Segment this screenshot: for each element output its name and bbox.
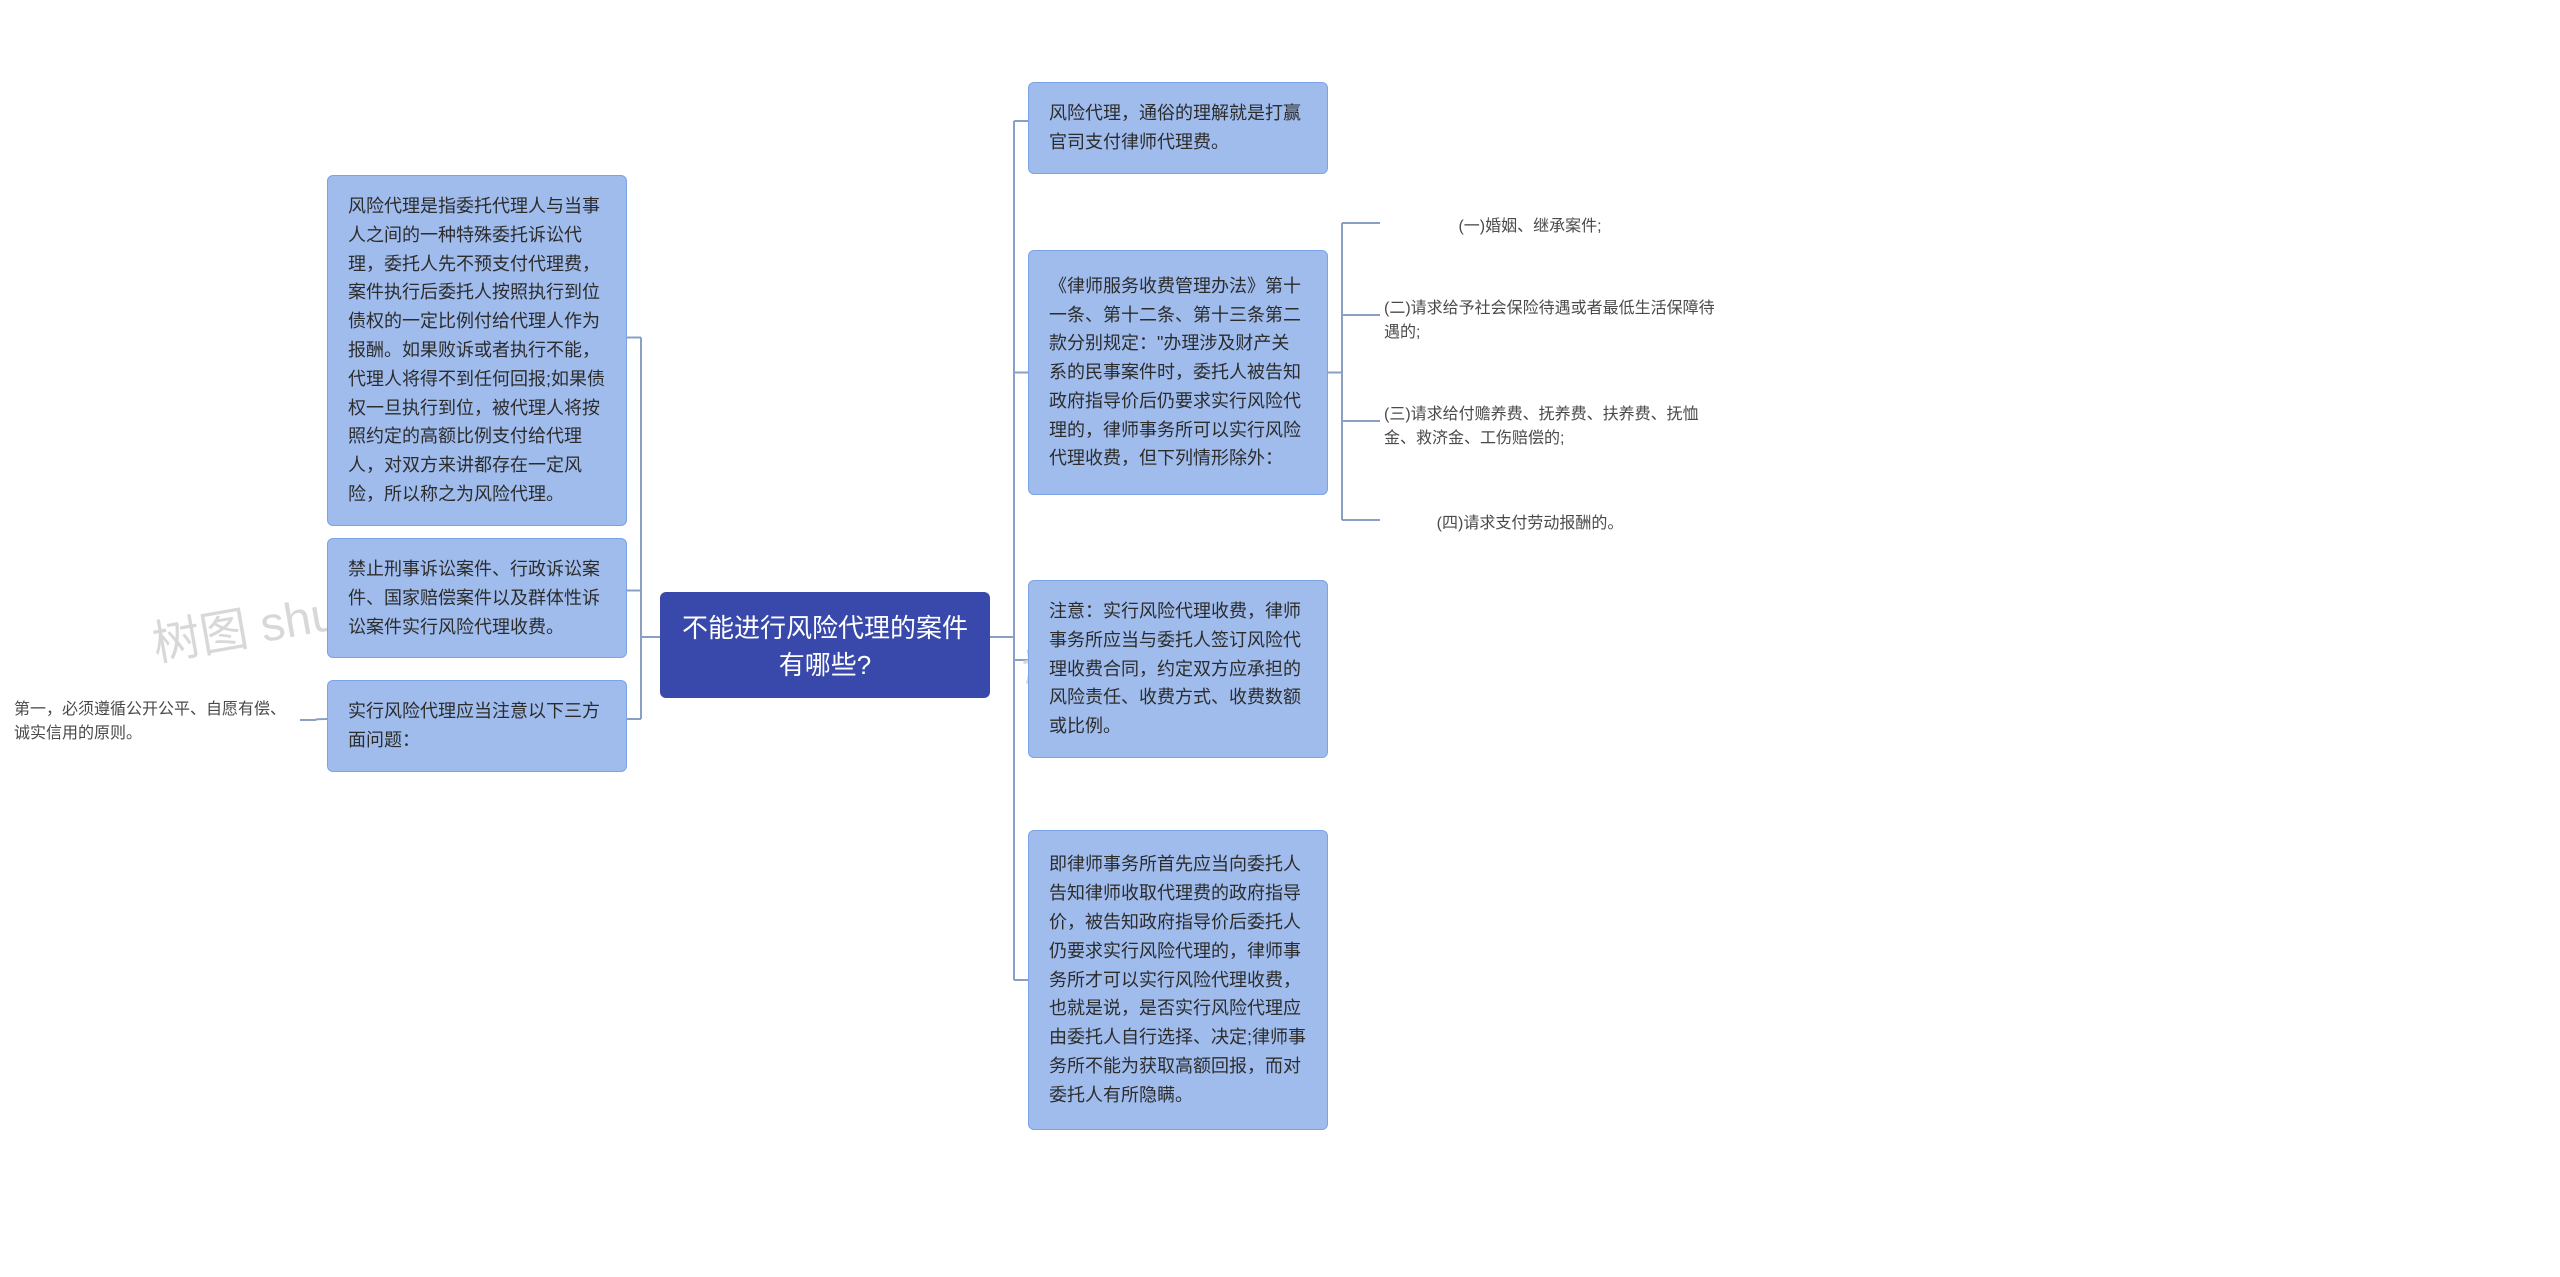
- root-node: 不能进行风险代理的案件有哪些?: [660, 592, 990, 698]
- right-node-3: 即律师事务所首先应当向委托人告知律师收取代理费的政府指导价，被告知政府指导价后委…: [1028, 830, 1328, 1130]
- right-leaf-1-3: (四)请求支付劳动报酬的。: [1380, 504, 1680, 544]
- right-leaf-1-0: (一)婚姻、继承案件;: [1380, 207, 1680, 247]
- right-node-1: 《律师服务收费管理办法》第十一条、第十二条、第十三条第二款分别规定："办理涉及财…: [1028, 250, 1328, 495]
- right-leaf-1-2: (三)请求给付赡养费、抚养费、扶养费、抚恤金、救济金、工伤赔偿的;: [1380, 395, 1720, 459]
- left-node-2: 实行风险代理应当注意以下三方面问题：: [327, 680, 627, 772]
- left-leaf-2-0: 第一，必须遵循公开公平、自愿有偿、诚实信用的原则。: [10, 690, 300, 754]
- left-node-0: 风险代理是指委托代理人与当事人之间的一种特殊委托诉讼代理，委托人先不预支付代理费…: [327, 175, 627, 526]
- left-node-1: 禁止刑事诉讼案件、行政诉讼案件、国家赔偿案件以及群体性诉讼案件实行风险代理收费。: [327, 538, 627, 658]
- right-node-2: 注意：实行风险代理收费，律师事务所应当与委托人签订风险代理收费合同，约定双方应承…: [1028, 580, 1328, 758]
- right-leaf-1-1: (二)请求给予社会保险待遇或者最低生活保障待遇的;: [1380, 289, 1720, 353]
- right-node-0: 风险代理，通俗的理解就是打赢官司支付律师代理费。: [1028, 82, 1328, 174]
